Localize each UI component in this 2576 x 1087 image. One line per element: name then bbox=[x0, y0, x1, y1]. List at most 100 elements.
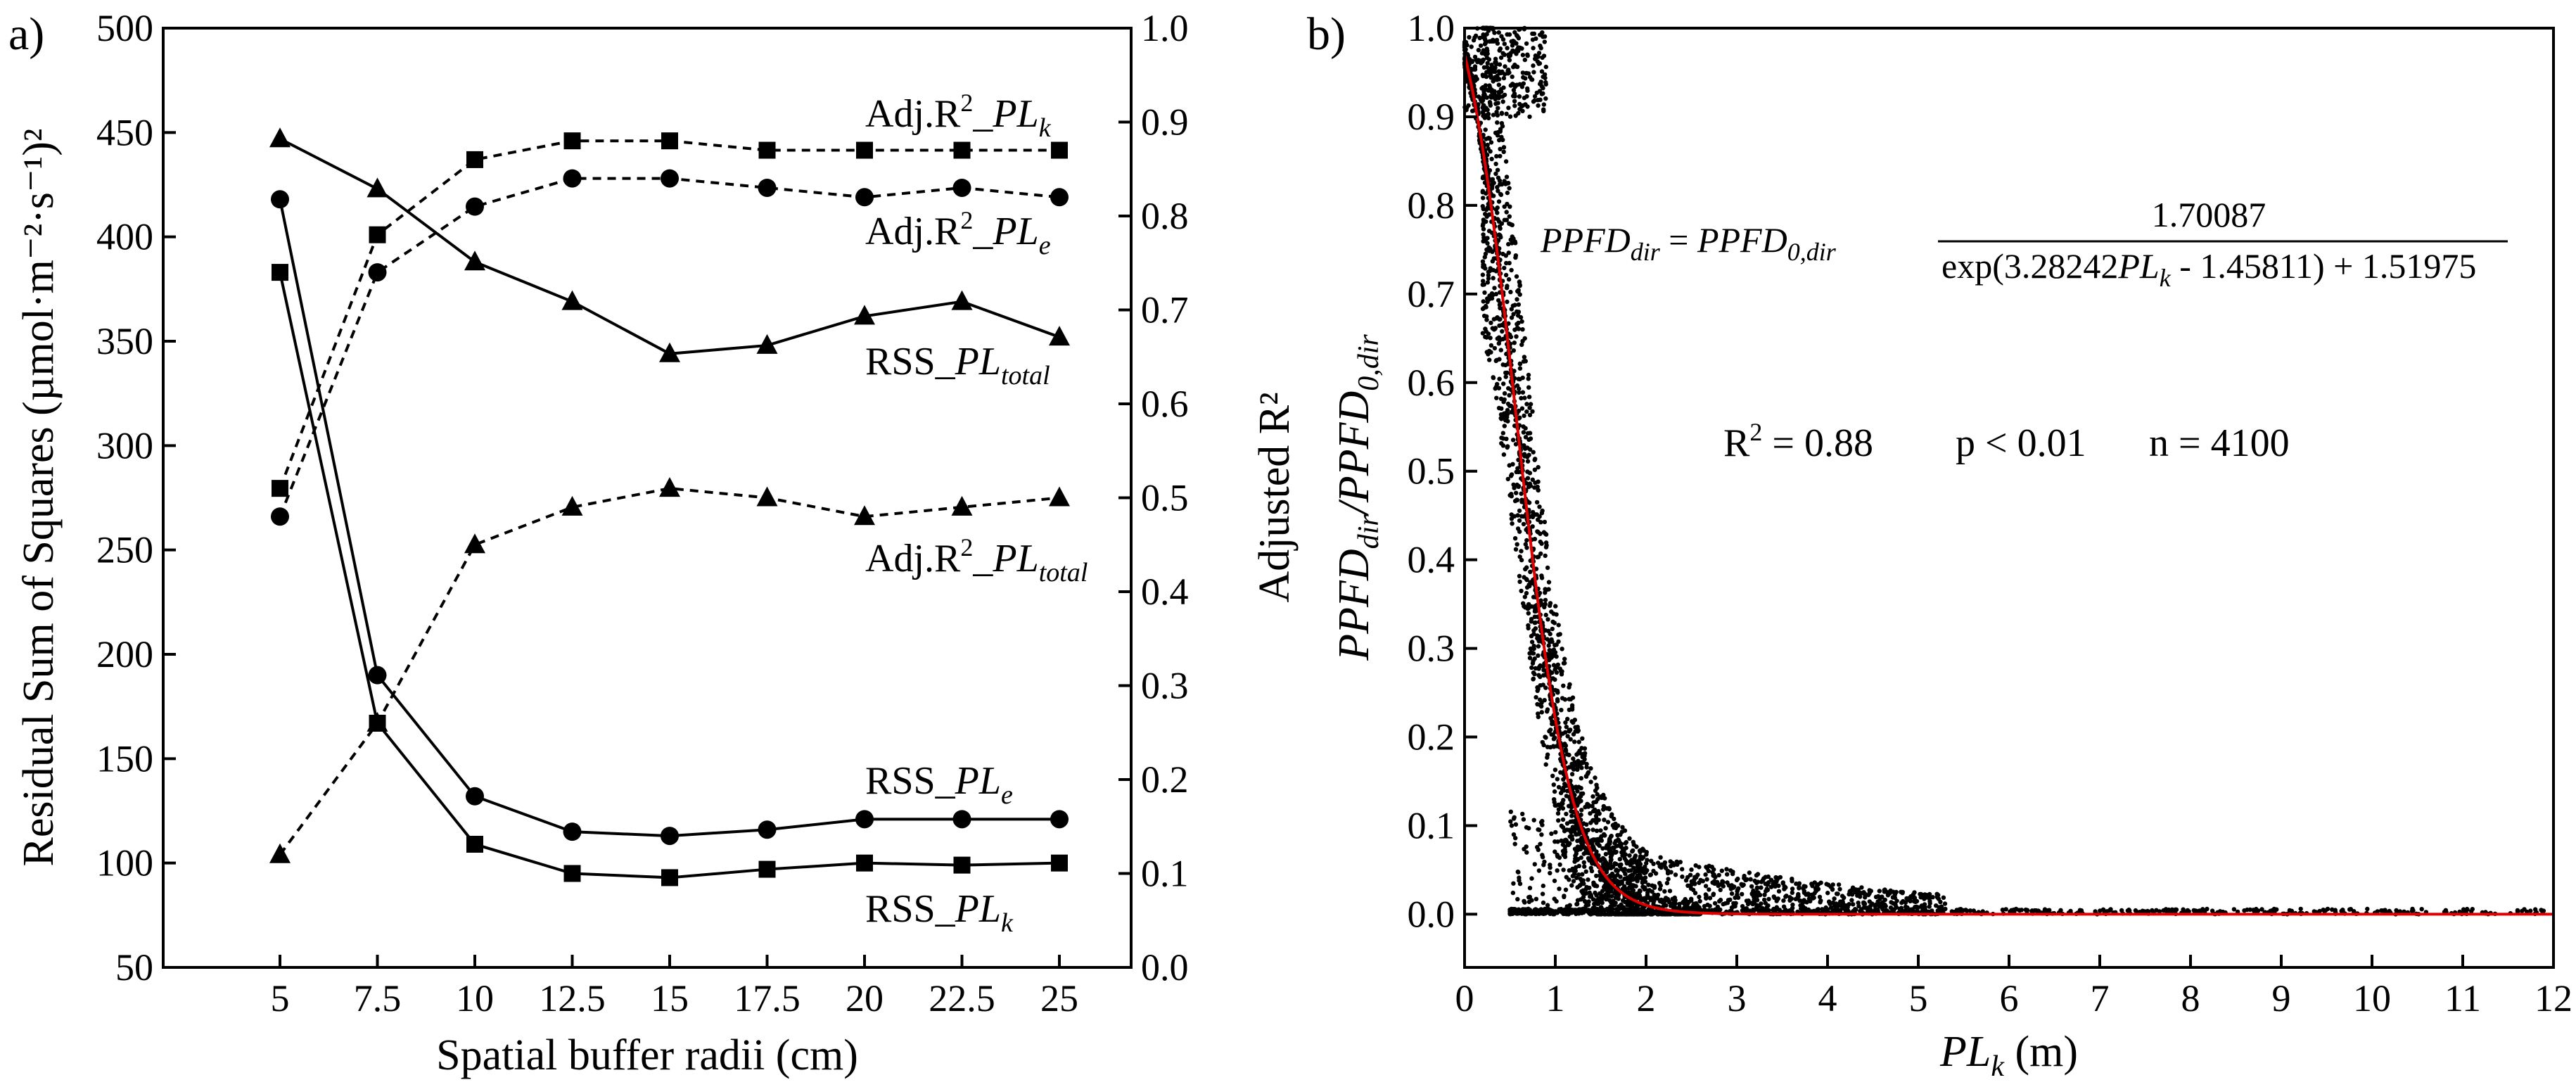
scatter-point bbox=[1491, 113, 1496, 117]
scatter-point bbox=[1624, 912, 1630, 917]
scatter-point bbox=[1579, 844, 1584, 848]
scatter-point bbox=[1532, 98, 1537, 103]
scatter-point bbox=[1520, 327, 1525, 332]
scatter-point bbox=[1657, 898, 1663, 904]
scatter-point bbox=[1609, 834, 1614, 839]
scatter-point bbox=[1517, 573, 1522, 578]
scatter-point bbox=[1517, 508, 1522, 514]
scatter-point bbox=[1828, 905, 1834, 910]
scatter-point bbox=[1512, 103, 1517, 108]
scatter-point bbox=[1581, 760, 1586, 765]
scatter-point bbox=[1664, 881, 1670, 886]
scatter-point bbox=[1692, 891, 1698, 896]
scatter-point bbox=[1529, 876, 1534, 881]
scatter-point bbox=[1486, 331, 1491, 336]
scatter-point bbox=[1677, 904, 1682, 910]
scatter-point bbox=[1523, 542, 1528, 547]
equation-numerator: 1.70087 bbox=[2152, 195, 2266, 234]
scatter-point bbox=[2515, 908, 2520, 913]
scatter-point bbox=[1635, 876, 1640, 881]
scatter-point bbox=[1538, 841, 1543, 846]
scatter-point bbox=[1536, 653, 1541, 658]
scatter-point bbox=[1551, 647, 1557, 652]
scatter-point bbox=[1836, 909, 1841, 914]
scatter-point bbox=[1628, 868, 1633, 873]
scatter-point bbox=[2166, 907, 2172, 913]
scatter-point bbox=[1527, 481, 1533, 486]
scatter-point bbox=[1525, 53, 1530, 58]
scatter-point bbox=[1547, 657, 1552, 663]
scatter-point bbox=[1513, 547, 1519, 552]
scatter-point bbox=[1503, 64, 1507, 69]
scatter-point bbox=[1514, 274, 1519, 279]
scatter-point bbox=[1631, 860, 1635, 865]
scatter-point bbox=[1523, 435, 1529, 440]
scatter-point bbox=[1480, 331, 1486, 336]
scatter-point bbox=[1615, 868, 1620, 874]
scatter-point bbox=[1612, 876, 1617, 881]
scatter-point bbox=[1609, 857, 1614, 863]
scatter-point bbox=[1608, 863, 1613, 869]
scatter-point bbox=[1511, 348, 1516, 353]
scatter-point bbox=[1503, 253, 1508, 258]
scatter-point bbox=[1543, 612, 1548, 618]
scatter-point bbox=[1609, 889, 1614, 894]
scatter-point bbox=[1563, 748, 1569, 754]
scatter-point bbox=[1526, 899, 1532, 905]
scatter-point bbox=[1512, 49, 1517, 54]
scatter-point bbox=[1499, 441, 1504, 446]
scatter-point bbox=[1495, 205, 1500, 210]
scatter-point bbox=[1631, 905, 1635, 910]
scatter-point bbox=[2245, 907, 2250, 913]
scatter-point bbox=[1511, 832, 1517, 837]
scatter-point bbox=[1516, 288, 1521, 293]
scatter-point bbox=[1510, 241, 1515, 246]
scatter-point bbox=[1610, 898, 1616, 903]
marker-rss-pl-k bbox=[1051, 854, 1068, 872]
scatter-point bbox=[1505, 407, 1510, 413]
scatter-point bbox=[1505, 190, 1510, 196]
scatter-point bbox=[1491, 317, 1497, 322]
scatter-point bbox=[1513, 836, 1518, 841]
scatter-point bbox=[1526, 372, 1531, 378]
scatter-point bbox=[1542, 34, 1548, 39]
scatter-point bbox=[1651, 902, 1656, 907]
scatter-point bbox=[1882, 889, 1887, 894]
scatter-point bbox=[1502, 204, 1507, 209]
scatter-point bbox=[1622, 828, 1628, 833]
panel-a-left-y-tick-label: 200 bbox=[96, 633, 153, 675]
scatter-point bbox=[1550, 619, 1555, 624]
scatter-point bbox=[1485, 280, 1491, 285]
scatter-point bbox=[1602, 857, 1607, 862]
scatter-point bbox=[1908, 898, 1913, 904]
scatter-point bbox=[1531, 676, 1536, 681]
scatter-point bbox=[1604, 887, 1609, 893]
scatter-point bbox=[1584, 851, 1589, 856]
scatter-point bbox=[1537, 504, 1542, 509]
marker-adj-r2-pl-e bbox=[368, 263, 387, 282]
label-adj-r2-ple: Adj.R2_PLe bbox=[865, 206, 1051, 260]
scatter-point bbox=[1521, 359, 1526, 364]
marker-rss-pl-e bbox=[855, 810, 874, 829]
scatter-point bbox=[1541, 673, 1546, 678]
scatter-point bbox=[1626, 902, 1632, 908]
scatter-point bbox=[1614, 861, 1619, 867]
scatter-point bbox=[1583, 774, 1589, 779]
scatter-point bbox=[1573, 729, 1578, 734]
scatter-point bbox=[1885, 893, 1891, 898]
scatter-point bbox=[1574, 911, 1579, 917]
scatter-point bbox=[1659, 862, 1664, 867]
scatter-point bbox=[1653, 871, 1659, 876]
scatter-point bbox=[1503, 159, 1509, 164]
scatter-point bbox=[1479, 98, 1484, 103]
scatter-point bbox=[1483, 37, 1488, 43]
marker-adj-r2-pl-e bbox=[271, 507, 289, 526]
scatter-point bbox=[1590, 861, 1595, 866]
panel-b-y-tick-label: 0.4 bbox=[1408, 539, 1455, 581]
scatter-point bbox=[1529, 665, 1534, 670]
scatter-point bbox=[1486, 229, 1492, 234]
scatter-point bbox=[1563, 730, 1568, 735]
scatter-point bbox=[1875, 894, 1881, 899]
scatter-point bbox=[1499, 436, 1504, 440]
scatter-point bbox=[1856, 903, 1861, 909]
